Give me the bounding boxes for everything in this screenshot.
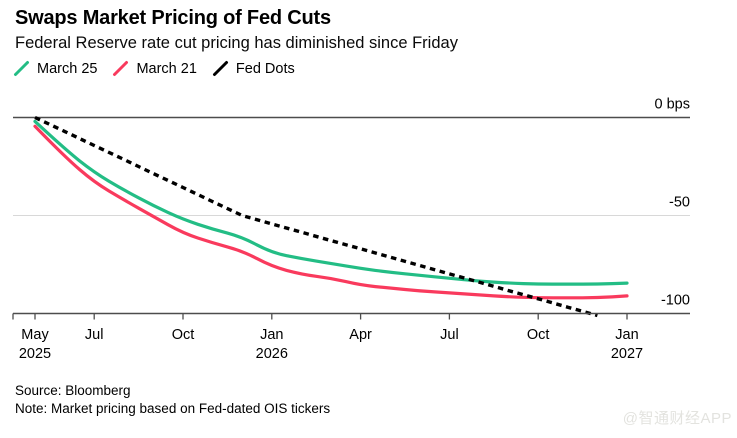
legend-label-march-25: March 25 [37, 60, 98, 77]
legend-label-march-21: March 21 [136, 60, 197, 77]
data-series [33, 115, 629, 318]
x-tick-label: May [21, 327, 49, 343]
footer: Source: Bloomberg Note: Market pricing b… [15, 382, 330, 418]
x-tick-label: Jan [615, 327, 638, 343]
y-axis-label: -50 [669, 195, 690, 211]
series-line-march-25 [33, 119, 629, 286]
x-tick-label: Oct [172, 327, 195, 343]
series-line-march-21 [33, 124, 629, 300]
chart-subtitle: Federal Reserve rate cut pricing has dim… [15, 34, 458, 52]
y-axis-label: -100 [661, 293, 690, 309]
x-tick-year-label: 2026 [256, 346, 288, 362]
x-tick-year-label: 2025 [19, 346, 51, 362]
method-note: Note: Market pricing based on Fed-dated … [15, 401, 331, 416]
series-line-fed-dots [34, 115, 598, 318]
legend-label-fed-dots: Fed Dots [235, 60, 295, 77]
x-tick-label: Oct [527, 327, 550, 343]
x-tick-label: Jan [260, 327, 283, 343]
chart-title: Swaps Market Pricing of Fed Cuts [15, 7, 331, 29]
legend: March 25 March 21 Fed Dots [13, 60, 295, 77]
axis-labels: 0 bps -50 -100 May 2025 Jul Oct Jan 2026 Apr Jul Oc… [19, 97, 690, 363]
x-tick-label: Apr [349, 327, 372, 343]
line-swatch-icon [113, 61, 129, 76]
legend-item-fed-dots: Fed Dots [212, 60, 295, 77]
x-tick-year-label: 2027 [611, 346, 643, 362]
watermark: @智通财经APP [622, 410, 732, 427]
gridlines [13, 116, 690, 217]
line-swatch-icon [212, 61, 228, 76]
legend-item-march-25: March 25 [13, 60, 97, 77]
x-tick-label: Jul [440, 327, 459, 343]
y-axis-label: 0 bps [655, 97, 690, 113]
source-note: Source: Bloomberg [15, 383, 131, 398]
x-axis [12, 312, 690, 320]
legend-item-march-21: March 21 [112, 60, 197, 77]
line-swatch-icon [14, 61, 29, 76]
x-tick-label: Jul [85, 327, 104, 343]
